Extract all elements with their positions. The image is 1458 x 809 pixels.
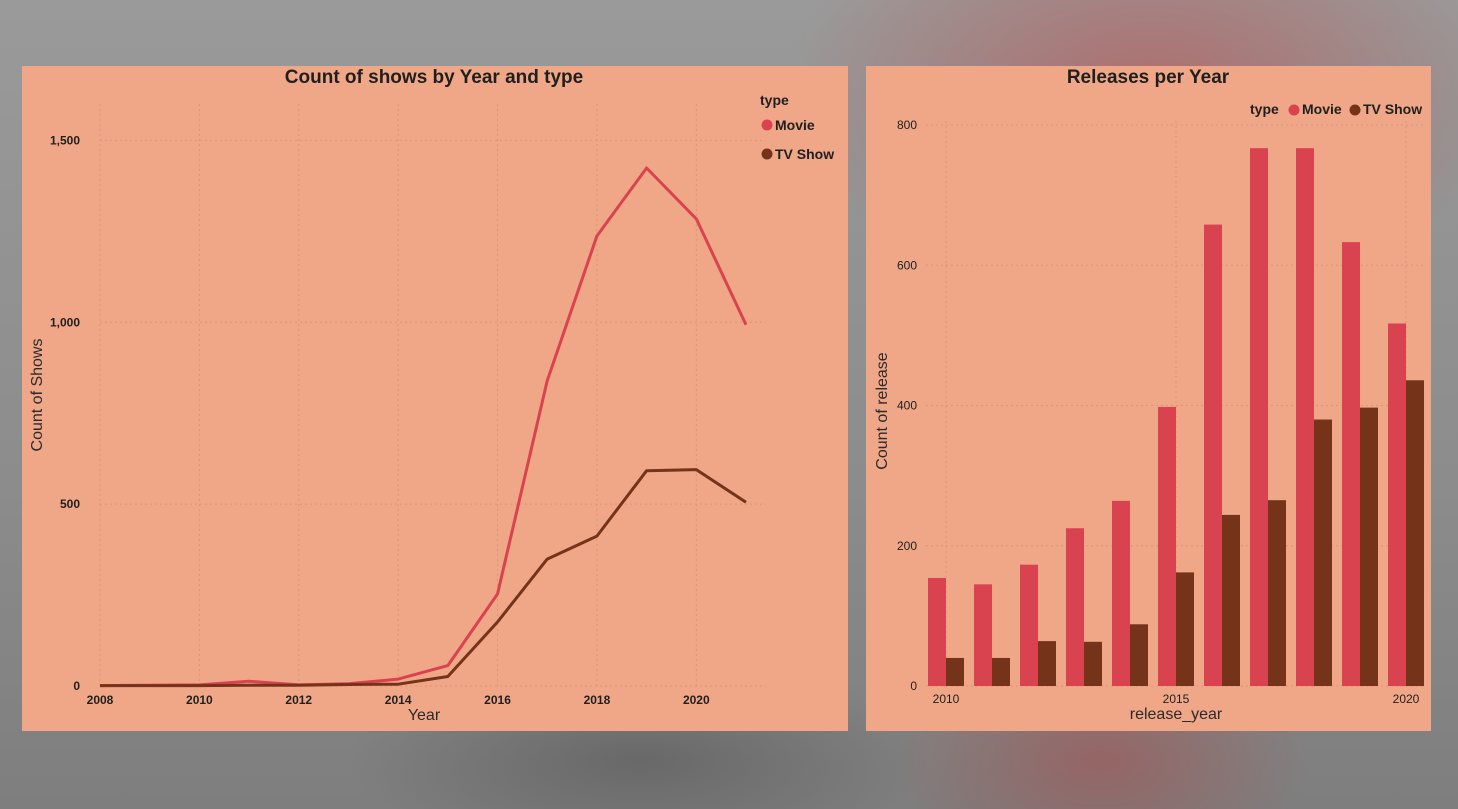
- chart-title: Releases per Year: [1067, 67, 1230, 88]
- series-line-tv-show: [100, 468, 747, 688]
- legend-label: Movie: [1302, 101, 1342, 117]
- bar-chart: Releases per Year 0 200 400 600 800 2010 2015 20…: [874, 67, 1426, 723]
- x-tick-label: 2014: [385, 693, 412, 707]
- bar-movie-2016: [1204, 224, 1222, 686]
- bar-tv-show-2019: [1360, 407, 1378, 686]
- x-tick-label: 2010: [933, 692, 960, 706]
- y-tick-label: 500: [60, 497, 80, 511]
- bar-chart-panel: Releases per Year 0 200 400 600 800 2010 2015 20…: [866, 66, 1431, 731]
- legend-label: TV Show: [1363, 101, 1422, 117]
- bar-movie-2014: [1112, 500, 1130, 686]
- y-tick-label: 0: [73, 679, 80, 693]
- bar-movie-2011: [974, 584, 992, 686]
- y-tick-label: 1,500: [50, 133, 80, 147]
- x-tick-label: 2015: [1163, 692, 1190, 706]
- x-tick-label: 2010: [186, 693, 213, 707]
- bar-movie-2018: [1296, 148, 1314, 686]
- series-line-movie: [99, 166, 748, 688]
- x-axis-label: Year: [408, 707, 441, 724]
- bar-tv-show-2018: [1314, 419, 1332, 686]
- x-tick-label: 2020: [1393, 692, 1420, 706]
- line-chart: Count of shows by Year and type 0 500 1,000…: [29, 67, 834, 724]
- legend-label: TV Show: [775, 146, 834, 162]
- bar-movie-2012: [1020, 564, 1038, 686]
- y-tick-label: 800: [897, 118, 917, 132]
- line-chart-panel: Count of shows by Year and type 0 500 1,000…: [22, 66, 848, 731]
- legend-marker: [761, 148, 773, 160]
- chart-title: Count of shows by Year and type: [285, 67, 583, 88]
- bar-movie-2017: [1250, 148, 1268, 686]
- y-tick-label: 1,000: [50, 315, 80, 329]
- y-tick-label: 0: [910, 679, 917, 693]
- bar-tv-show-2011: [992, 657, 1010, 686]
- legend-title: type: [760, 92, 789, 108]
- x-tick-label: 2008: [87, 693, 114, 707]
- x-tick-label: 2016: [484, 693, 511, 707]
- legend-marker: [1288, 104, 1300, 116]
- bar-movie-2015: [1158, 406, 1176, 686]
- x-axis-label: release_year: [1130, 706, 1223, 723]
- y-tick-label: 600: [897, 258, 917, 272]
- bar-tv-show-2010: [946, 657, 964, 686]
- bar-movie-2010: [928, 578, 946, 686]
- bar-movie-2013: [1066, 528, 1084, 686]
- bar-movie-2019: [1342, 242, 1360, 686]
- bar-movie-2020: [1388, 323, 1406, 686]
- y-axis-label: Count of release: [874, 352, 891, 470]
- bar-tv-show-2012: [1038, 641, 1056, 686]
- bar-tv-show-2014: [1130, 624, 1148, 686]
- x-tick-label: 2020: [683, 693, 710, 707]
- y-tick-label: 200: [897, 539, 917, 553]
- bar-tv-show-2017: [1268, 500, 1286, 686]
- bar-tv-show-2015: [1176, 572, 1194, 686]
- y-axis-label: Count of Shows: [29, 339, 46, 452]
- legend-title: type: [1250, 101, 1279, 117]
- bar-tv-show-2013: [1084, 641, 1102, 686]
- legend-marker: [1349, 104, 1361, 116]
- bar-tv-show-2016: [1222, 514, 1240, 686]
- y-tick-label: 400: [897, 399, 917, 413]
- legend-marker: [761, 119, 773, 131]
- legend-label: Movie: [775, 117, 815, 133]
- x-tick-label: 2012: [285, 693, 312, 707]
- x-tick-label: 2018: [584, 693, 611, 707]
- bar-tv-show-2020: [1406, 380, 1424, 686]
